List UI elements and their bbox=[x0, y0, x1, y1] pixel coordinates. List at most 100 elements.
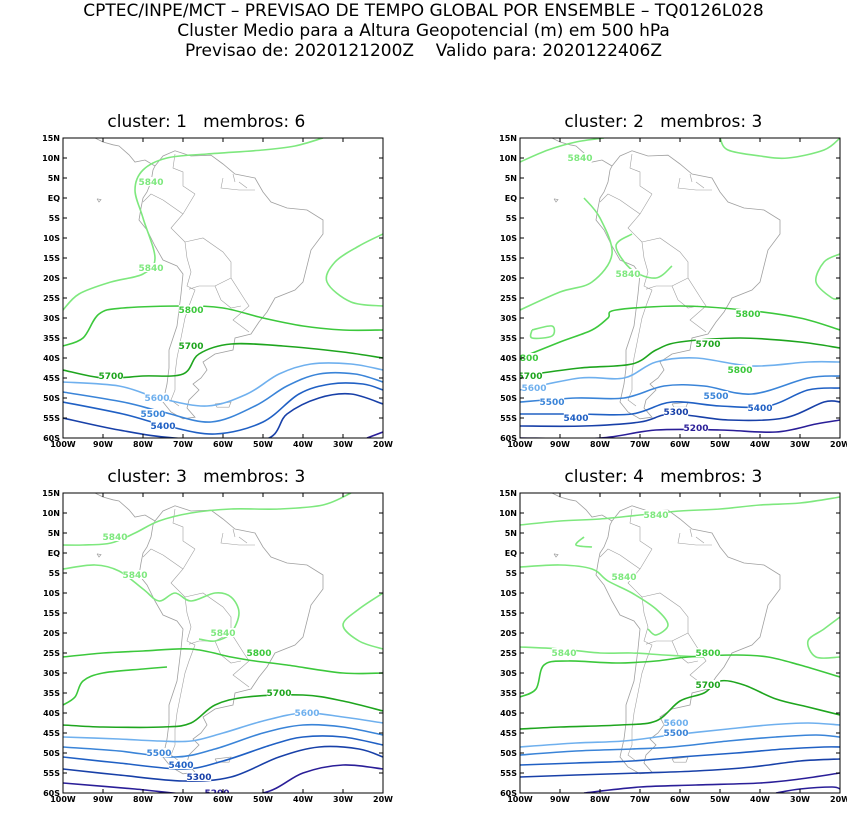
contour-label-5600: 5600 bbox=[144, 394, 169, 404]
contour-label-5300: 5300 bbox=[663, 408, 688, 418]
contour-label-5400: 5400 bbox=[563, 414, 588, 424]
contour-label-5800: 5800 bbox=[727, 366, 752, 376]
contour-label-bg bbox=[695, 648, 721, 657]
panel-title: cluster: 4 membros: 3 bbox=[457, 467, 847, 487]
lon-tick-label: 80W bbox=[133, 795, 153, 804]
lat-tick-label: 50S bbox=[43, 394, 60, 403]
panel-title-members: membros: 6 bbox=[203, 112, 306, 132]
lat-tick-label: 35S bbox=[43, 689, 60, 698]
contour-5600 bbox=[63, 712, 383, 743]
contour-5400 bbox=[63, 382, 383, 435]
lat-tick-label: 35S bbox=[500, 334, 517, 343]
lat-tick-label: 20S bbox=[43, 274, 60, 283]
country-border bbox=[188, 285, 215, 290]
lon-tick-label: 50W bbox=[710, 440, 730, 449]
contour-label-5800: 5800 bbox=[178, 306, 203, 316]
contour-5840 bbox=[325, 233, 383, 307]
contour-5300 bbox=[63, 745, 383, 782]
contour-label-bg bbox=[520, 353, 539, 362]
contour-label-bg bbox=[178, 305, 204, 314]
lon-tick-label: 100W bbox=[507, 795, 533, 804]
lon-tick-label: 60W bbox=[670, 440, 690, 449]
coastline-south-america bbox=[138, 150, 324, 420]
contour-label-bg bbox=[204, 788, 230, 793]
lat-tick-label: 15S bbox=[500, 609, 517, 618]
contour-5840 bbox=[719, 138, 840, 160]
country-border bbox=[599, 193, 621, 203]
lat-tick-label: 35S bbox=[43, 334, 60, 343]
lon-tick-label: 40W bbox=[293, 795, 313, 804]
country-border bbox=[238, 536, 248, 544]
panel-title-cluster: cluster: 4 bbox=[564, 467, 644, 487]
country-border bbox=[645, 285, 672, 290]
lon-tick-label: 20W bbox=[830, 440, 847, 449]
contour-label-bg bbox=[150, 421, 176, 430]
country-border bbox=[170, 241, 196, 407]
map-plot: 5840 5840 5800 5700 5800 5700 5800 5600 5500 5500… bbox=[499, 134, 847, 449]
lat-tick-label: 10N bbox=[42, 154, 60, 163]
lon-tick-label: 40W bbox=[750, 440, 770, 449]
lat-tick-label: 15S bbox=[500, 254, 517, 263]
contour-5200 bbox=[520, 419, 840, 438]
lat-tick-label: 30S bbox=[43, 669, 60, 678]
contour-label-bg bbox=[146, 748, 172, 757]
lat-tick-label: 45S bbox=[500, 729, 517, 738]
lon-tick-label: 100W bbox=[50, 795, 76, 804]
contour-5600 bbox=[520, 357, 840, 391]
contour-label-bg bbox=[563, 413, 589, 422]
island-outline bbox=[96, 198, 102, 203]
lat-tick-label: 5N bbox=[48, 174, 60, 183]
lat-tick-label: 40S bbox=[43, 354, 60, 363]
country-border bbox=[629, 508, 653, 550]
contour-label-bg bbox=[643, 510, 669, 519]
contour-label-bg bbox=[98, 371, 124, 380]
lon-tick-label: 100W bbox=[50, 440, 76, 449]
country-border bbox=[627, 241, 653, 407]
contour-label-bg bbox=[521, 383, 547, 392]
lat-tick-label: 5N bbox=[505, 174, 517, 183]
contour-5500 bbox=[520, 375, 840, 403]
contour-label-5800: 5800 bbox=[513, 354, 538, 364]
contour-label-5840: 5840 bbox=[138, 264, 163, 274]
contour-label-5840: 5840 bbox=[567, 154, 592, 164]
contour-5840 bbox=[520, 197, 613, 311]
lon-tick-label: 80W bbox=[133, 440, 153, 449]
contour-label-bg bbox=[294, 708, 320, 717]
lon-tick-label: 70W bbox=[630, 440, 650, 449]
contour-label-bg bbox=[727, 365, 753, 374]
panel-title-members: membros: 3 bbox=[660, 467, 763, 487]
valid-time-label: Valido para: 2020122406Z bbox=[435, 41, 663, 61]
country-border bbox=[677, 177, 712, 191]
lat-tick-label: EQ bbox=[48, 194, 60, 203]
country-border bbox=[162, 554, 184, 570]
contour-5500 bbox=[63, 723, 383, 758]
lon-tick-label: 90W bbox=[550, 440, 570, 449]
lat-tick-label: 50S bbox=[43, 749, 60, 758]
contour-5840 bbox=[342, 592, 383, 650]
contour-label-bg bbox=[615, 269, 641, 278]
lon-tick-label: 70W bbox=[173, 795, 193, 804]
lat-tick-label: 15N bbox=[42, 489, 60, 498]
lat-tick-label: 10S bbox=[500, 589, 517, 598]
lat-tick-label: 15N bbox=[499, 134, 517, 143]
lat-tick-label: 5N bbox=[505, 529, 517, 538]
country-border bbox=[695, 181, 705, 189]
lon-tick-label: 50W bbox=[710, 795, 730, 804]
lon-tick-label: 70W bbox=[173, 440, 193, 449]
lon-tick-label: 30W bbox=[333, 795, 353, 804]
contour-5800 bbox=[63, 647, 383, 675]
lat-tick-label: 45S bbox=[43, 729, 60, 738]
lat-tick-label: 10S bbox=[43, 234, 60, 243]
coastline-south-america bbox=[595, 505, 781, 775]
contour-label-5800: 5800 bbox=[246, 649, 271, 659]
lon-tick-label: 80W bbox=[590, 440, 610, 449]
lat-tick-label: 40S bbox=[43, 709, 60, 718]
lon-tick-label: 100W bbox=[507, 440, 533, 449]
country-border bbox=[232, 528, 236, 538]
contour-label-bg bbox=[567, 153, 593, 162]
country-border bbox=[645, 640, 672, 645]
contour-label-bg bbox=[735, 309, 761, 318]
map-content: 5840 5840 5800 5700 5700 5600 5500 5400 bbox=[63, 138, 383, 438]
country-border bbox=[170, 596, 196, 762]
